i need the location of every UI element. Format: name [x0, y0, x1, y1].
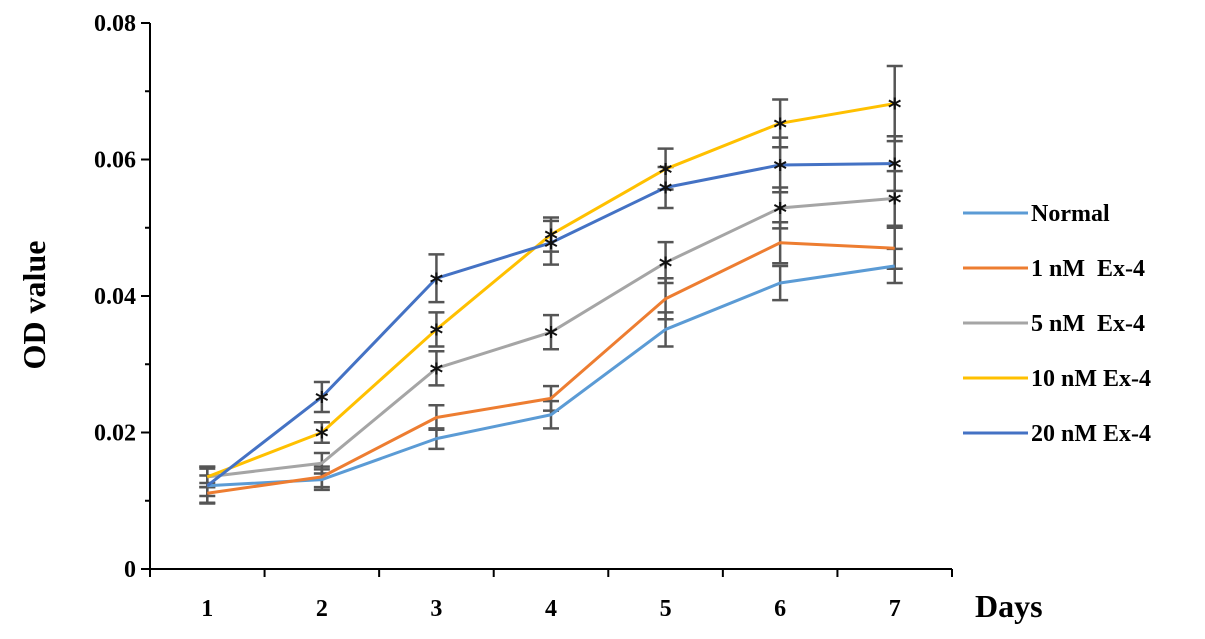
legend-label: 20 nM Ex-4: [1031, 421, 1151, 447]
legend-label: Normal: [1031, 201, 1110, 227]
x-axis-title: Days: [975, 588, 1043, 624]
legend-entry: 1 nM Ex-4: [963, 256, 1145, 282]
legend-entry: Normal: [963, 201, 1110, 227]
x-tick-label: 3: [430, 596, 442, 622]
significance-marker: *: [544, 225, 558, 255]
x-tick-label: 5: [660, 596, 672, 622]
series-line: [206, 102, 895, 479]
significance-marker: *: [659, 253, 673, 283]
legend-entry: 5 nM Ex-4: [963, 311, 1145, 337]
significance-marker: *: [544, 322, 558, 352]
significance-marker: *: [430, 268, 444, 298]
tick-labels: 0 0.02 0.04 0.06 0.08 1 2 3 4 5 6 7: [94, 11, 901, 622]
x-tick-label: 2: [316, 596, 328, 622]
significance-marker: *: [430, 358, 444, 388]
legend-label: 1 nM Ex-4: [1031, 256, 1145, 282]
significance-marker: *: [888, 188, 902, 218]
legend-label: 10 nM Ex-4: [1031, 366, 1151, 392]
legend: Normal 1 nM Ex-4 5 nM Ex-4 10 nM Ex-4 20 nM …: [963, 201, 1151, 447]
y-tick-label: 0: [124, 557, 136, 583]
significance-marker: *: [888, 94, 902, 124]
series-lines: [206, 102, 895, 495]
significance-markers: **** ************ *: [315, 94, 902, 453]
significance-marker: *: [773, 113, 787, 143]
significance-marker: *: [430, 319, 444, 349]
significance-marker: *: [773, 155, 787, 185]
x-tick-label: 7: [889, 596, 901, 622]
axes: [141, 22, 953, 577]
significance-marker: *: [659, 177, 673, 207]
significance-marker: *: [659, 159, 673, 189]
significance-marker: *: [773, 198, 787, 228]
series-line: [207, 196, 895, 479]
legend-entry: 20 nM Ex-4: [963, 421, 1151, 447]
y-tick-label: 0.08: [94, 11, 136, 37]
legend-label: 5 nM Ex-4: [1031, 311, 1145, 337]
legend-entry: 10 nM Ex-4: [963, 366, 1151, 392]
series-line: [207, 241, 895, 495]
x-tick-label: 6: [774, 596, 786, 622]
significance-marker: *: [544, 233, 558, 263]
significance-marker: *: [888, 154, 902, 184]
x-tick-label: 4: [545, 596, 557, 622]
significance-marker: *: [315, 423, 329, 453]
y-axis-title: OD value: [16, 241, 52, 370]
y-tick-label: 0.04: [94, 284, 136, 310]
y-tick-label: 0.06: [94, 148, 136, 174]
series-line: [206, 162, 895, 487]
series-line: [207, 264, 895, 488]
significance-marker: *: [315, 387, 329, 417]
x-tick-label: 1: [201, 596, 213, 622]
y-tick-label: 0.02: [94, 421, 136, 447]
